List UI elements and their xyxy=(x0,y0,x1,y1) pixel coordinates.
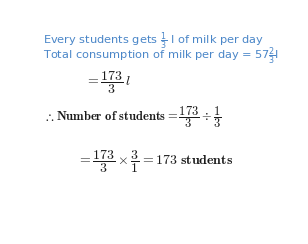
Text: $= \dfrac{173}{3} \times \dfrac{3}{1} = \mathbf{173\ students}$: $= \dfrac{173}{3} \times \dfrac{3}{1} = … xyxy=(77,149,233,175)
Text: $= \dfrac{173}{3}\,l$: $= \dfrac{173}{3}\,l$ xyxy=(85,69,131,96)
Text: Total consumption of milk per day = 57$\mathregular{\frac{2}{3}}$l: Total consumption of milk per day = 57$\… xyxy=(43,45,279,67)
Text: Every students gets $\mathregular{\frac{1}{3}}$ l of milk per day: Every students gets $\mathregular{\frac{… xyxy=(43,30,265,52)
Text: $\therefore$: $\therefore$ xyxy=(43,111,55,123)
Text: $\mathbf{Number\ of\ students} = \dfrac{173}{3} \div \dfrac{1}{3}$: $\mathbf{Number\ of\ students} = \dfrac{… xyxy=(55,104,221,130)
